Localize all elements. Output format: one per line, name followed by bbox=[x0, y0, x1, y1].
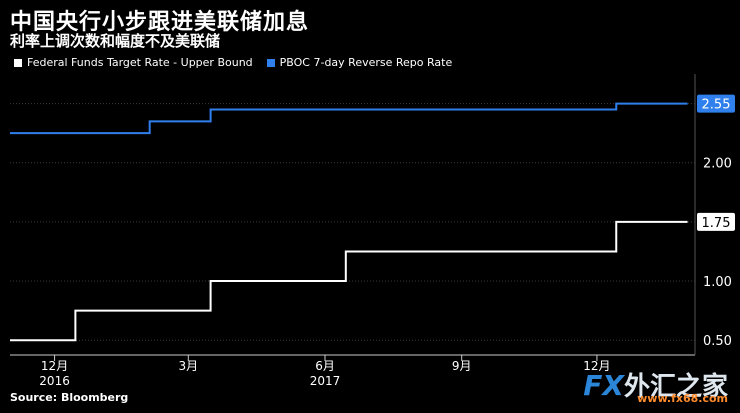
legend-item-pboc: PBOC 7-day Reverse Repo Rate bbox=[266, 56, 453, 69]
watermark: FX外汇之家 www.fx68.com bbox=[583, 366, 728, 405]
legend-label-pboc: PBOC 7-day Reverse Repo Rate bbox=[279, 56, 453, 69]
x-tick-label: 12月 bbox=[41, 359, 68, 373]
legend-label-fed: Federal Funds Target Rate - Upper Bound bbox=[27, 56, 253, 69]
legend-item-fed: Federal Funds Target Rate - Upper Bound bbox=[14, 56, 253, 69]
y-tick-label: 0.50 bbox=[703, 334, 732, 349]
y-tick-label: 2.00 bbox=[703, 157, 732, 172]
source-note: Source: Bloomberg bbox=[10, 391, 129, 404]
x-year-label: 2017 bbox=[310, 374, 341, 388]
end-label-fed: 1.75 bbox=[702, 216, 731, 231]
series-line-pboc bbox=[10, 102, 688, 135]
y-tick-label: 1.00 bbox=[703, 275, 732, 290]
chart-subtitle: 利率上调次数和幅度不及美联储 bbox=[10, 32, 221, 50]
watermark-cn: 外汇之家 bbox=[623, 372, 728, 402]
chart-title: 中国央行小步跟进美联储加息 bbox=[10, 10, 310, 35]
x-tick-label: 3月 bbox=[178, 359, 198, 373]
end-label-pboc: 2.55 bbox=[702, 98, 731, 113]
watermark-url: www.fx68.com bbox=[637, 392, 728, 405]
x-tick-label: 9月 bbox=[452, 359, 472, 373]
series-line-fed bbox=[10, 220, 688, 342]
legend-swatch-fed bbox=[14, 58, 22, 67]
end-label-box-fed bbox=[697, 212, 735, 231]
legend: Federal Funds Target Rate - Upper Bound … bbox=[14, 56, 452, 69]
x-year-label: 2016 bbox=[39, 374, 70, 388]
end-label-box-pboc bbox=[697, 94, 735, 113]
x-tick-label: 12月 bbox=[583, 359, 610, 373]
legend-swatch-pboc bbox=[266, 58, 275, 67]
watermark-fx: FX bbox=[583, 369, 624, 402]
x-tick-label: 6月 bbox=[315, 359, 335, 373]
